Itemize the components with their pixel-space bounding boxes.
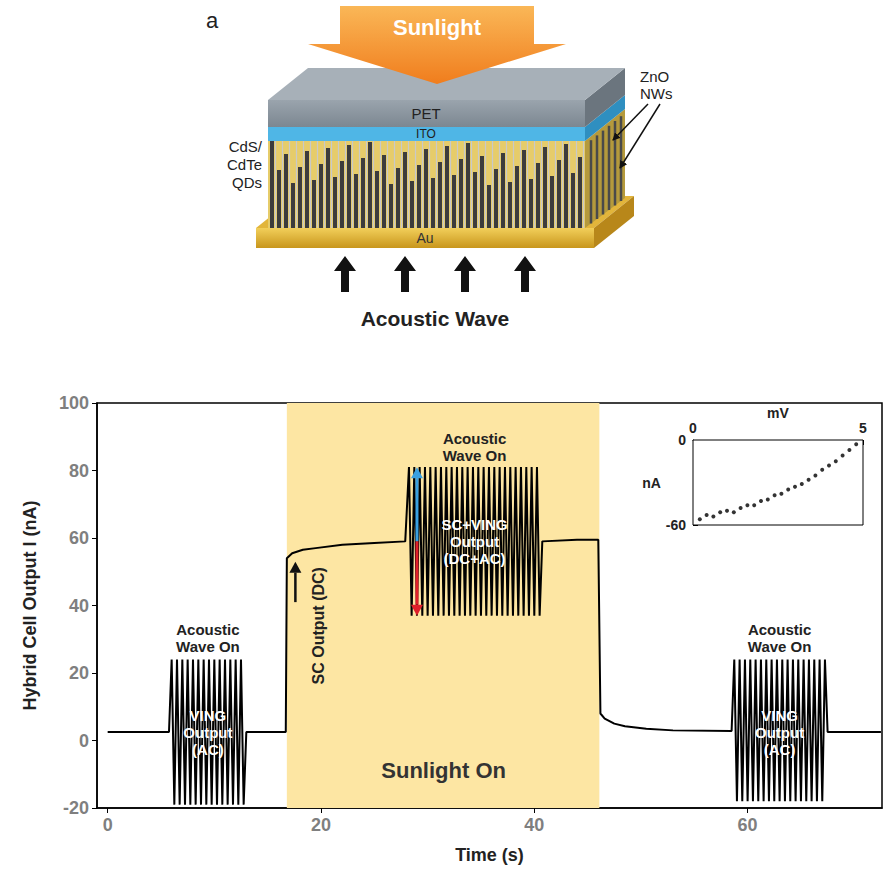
- svg-text:Wave On: Wave On: [748, 638, 812, 655]
- svg-text:mV: mV: [767, 405, 789, 421]
- svg-text:Sunlight On: Sunlight On: [381, 758, 506, 783]
- svg-text:(AC): (AC): [764, 741, 796, 758]
- svg-text:0: 0: [678, 432, 686, 448]
- svg-text:Hybrid Cell Output I (nA): Hybrid Cell Output I (nA): [20, 501, 40, 711]
- html-text:b: b: [10, 364, 24, 391]
- svg-text:Wave On: Wave On: [443, 447, 507, 464]
- svg-text:60: 60: [69, 528, 89, 548]
- svg-text:Sunlight: Sunlight: [393, 15, 482, 40]
- svg-text:SC+VING: SC+VING: [441, 516, 507, 533]
- svg-text:5: 5: [859, 420, 867, 436]
- svg-text:-60: -60: [666, 517, 686, 533]
- svg-text:80: 80: [69, 461, 89, 481]
- svg-text:0: 0: [103, 815, 113, 835]
- svg-text:Acoustic: Acoustic: [443, 430, 506, 447]
- svg-text:ZnO: ZnO: [640, 68, 669, 85]
- svg-text:VING: VING: [190, 707, 227, 724]
- svg-text:Output: Output: [755, 724, 804, 741]
- svg-text:SC Output (DC): SC Output (DC): [310, 567, 327, 684]
- svg-text:QDs: QDs: [232, 174, 262, 191]
- svg-text:40: 40: [69, 596, 89, 616]
- svg-text:NWs: NWs: [640, 85, 673, 102]
- svg-text:Time (s): Time (s): [455, 845, 524, 865]
- svg-text:Output: Output: [183, 724, 232, 741]
- svg-text:40: 40: [524, 815, 544, 835]
- svg-text:(AC): (AC): [192, 741, 224, 758]
- svg-text:VING: VING: [761, 707, 798, 724]
- svg-text:ITO: ITO: [416, 127, 436, 141]
- svg-text:Output: Output: [450, 533, 499, 550]
- svg-text:20: 20: [69, 663, 89, 683]
- svg-text:(DC+AC): (DC+AC): [444, 550, 506, 567]
- svg-text:0: 0: [79, 731, 89, 751]
- svg-text:Wave On: Wave On: [176, 638, 240, 655]
- svg-text:100: 100: [59, 393, 89, 413]
- svg-text:Acoustic: Acoustic: [176, 621, 239, 638]
- svg-text:a: a: [206, 8, 219, 33]
- svg-text:Acoustic: Acoustic: [748, 621, 811, 638]
- svg-text:-20: -20: [63, 798, 89, 818]
- svg-text:CdS/: CdS/: [229, 138, 263, 155]
- svg-text:Acoustic Wave: Acoustic Wave: [361, 307, 510, 330]
- svg-text:0: 0: [689, 420, 697, 436]
- svg-text:20: 20: [311, 815, 331, 835]
- svg-text:nA: nA: [642, 475, 661, 491]
- svg-text:60: 60: [738, 815, 758, 835]
- svg-text:Au: Au: [416, 230, 433, 246]
- svg-text:CdTe: CdTe: [227, 156, 262, 173]
- svg-text:PET: PET: [411, 105, 440, 122]
